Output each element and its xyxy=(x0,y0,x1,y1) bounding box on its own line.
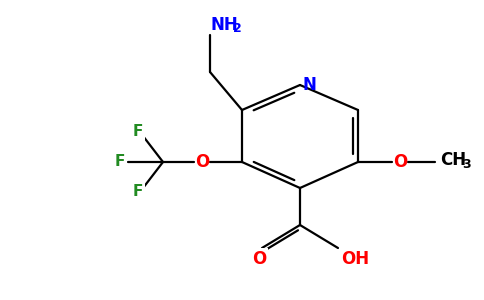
Text: O: O xyxy=(195,153,209,171)
Text: NH: NH xyxy=(210,16,238,34)
Text: F: F xyxy=(133,124,143,140)
Text: N: N xyxy=(303,76,317,94)
Text: CH: CH xyxy=(440,151,466,169)
Text: 3: 3 xyxy=(462,158,470,172)
Text: OH: OH xyxy=(341,250,369,268)
Text: O: O xyxy=(252,250,266,268)
Text: F: F xyxy=(115,154,125,169)
Text: O: O xyxy=(393,153,407,171)
Text: 2: 2 xyxy=(233,22,242,35)
Text: F: F xyxy=(133,184,143,200)
